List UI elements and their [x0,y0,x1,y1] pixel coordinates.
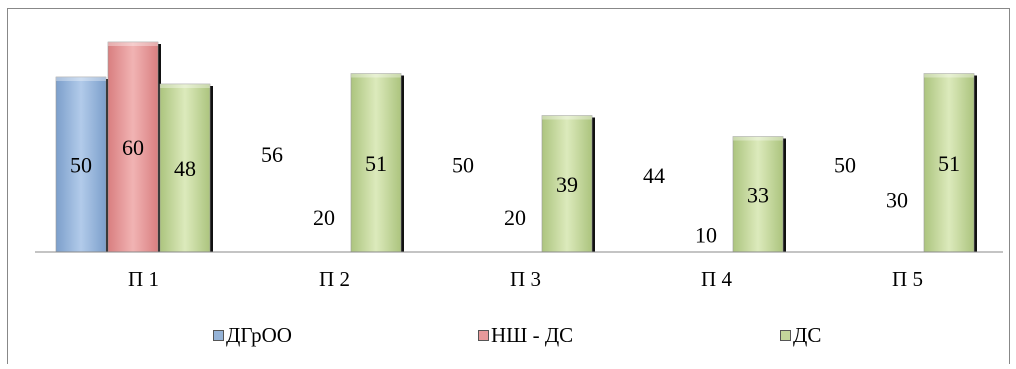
data-label-ds-2: 51 [365,151,387,176]
data-label-nsh-ds-1: 60 [122,135,144,160]
legend: ДГрОО НШ - ДС ДС [0,323,1016,353]
legend-label-ds: ДС [793,323,822,347]
legend-swatch-nsh-ds [478,330,489,341]
legend-label-dgroo: ДГрОО [226,323,292,347]
legend-swatch-ds [780,330,791,341]
x-tick-label-4: П 4 [701,267,732,291]
x-tick-label-1: П 1 [128,267,159,291]
data-label-ds-5: 51 [938,151,960,176]
data-label-dgroo-2: 56 [261,142,283,167]
bar-ds-5 [923,73,975,253]
bar-dgroo-1 [55,76,107,253]
chart-frame [7,8,1010,364]
bar-nsh-ds-1 [107,41,159,253]
data-label-dgroo-3: 50 [452,153,474,178]
data-label-nsh-ds-4: 10 [695,223,717,248]
x-tick-label-2: П 2 [319,267,350,291]
data-label-nsh-ds-5: 30 [886,188,908,213]
data-label-dgroo-1: 50 [70,153,92,178]
data-label-ds-3: 39 [556,172,578,197]
legend-item-ds: ДС [780,323,821,348]
legend-swatch-dgroo [213,330,224,341]
legend-item-dgroo: ДГрОО [213,323,292,348]
bar-ds-3 [541,115,593,253]
legend-item-nsh-ds: НШ - ДС [478,323,573,348]
x-tick-label-3: П 3 [510,267,541,291]
data-label-nsh-ds-3: 20 [504,205,526,230]
data-label-nsh-ds-2: 20 [313,205,335,230]
data-label-ds-4: 33 [747,182,769,207]
x-tick-label-5: П 5 [892,267,923,291]
data-label-dgroo-4: 44 [643,163,665,188]
legend-label-nsh-ds: НШ - ДС [491,323,574,347]
data-label-dgroo-5: 50 [834,153,856,178]
data-label-ds-1: 48 [174,156,196,181]
